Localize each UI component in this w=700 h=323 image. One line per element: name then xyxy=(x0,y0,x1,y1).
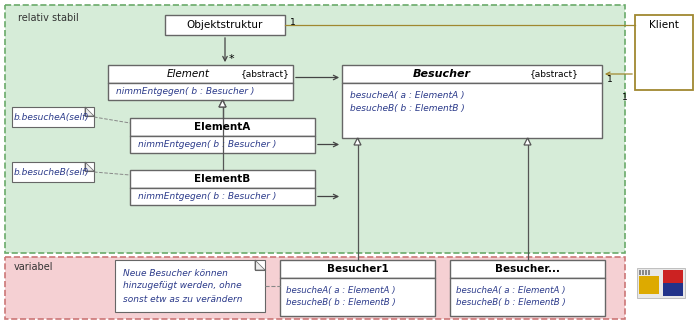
Text: besucheB( b : ElementB ): besucheB( b : ElementB ) xyxy=(286,297,395,307)
Bar xyxy=(130,188,315,205)
Bar xyxy=(12,162,94,182)
Bar xyxy=(645,270,647,275)
Text: relativ stabil: relativ stabil xyxy=(18,13,78,23)
Bar xyxy=(108,65,293,83)
Text: variabel: variabel xyxy=(14,262,53,272)
Bar xyxy=(342,65,602,83)
Text: ElementA: ElementA xyxy=(195,122,251,132)
Bar xyxy=(5,5,625,253)
Bar xyxy=(639,270,641,275)
Text: besucheB( b : ElementB ): besucheB( b : ElementB ) xyxy=(350,103,465,112)
Bar xyxy=(663,283,683,296)
Bar xyxy=(663,270,683,283)
Bar xyxy=(12,107,94,127)
Text: nimmEntgegen( b : Besucher ): nimmEntgegen( b : Besucher ) xyxy=(138,140,276,149)
Bar xyxy=(450,260,605,278)
Bar xyxy=(165,15,285,35)
Bar xyxy=(280,278,435,316)
Polygon shape xyxy=(85,107,94,116)
Text: Besucher...: Besucher... xyxy=(495,264,560,274)
Text: besucheA( a : ElementA ): besucheA( a : ElementA ) xyxy=(286,286,395,295)
Text: nimmEntgegen( b : Besucher ): nimmEntgegen( b : Besucher ) xyxy=(138,192,276,201)
Text: nimmEntgegen( b : Besucher ): nimmEntgegen( b : Besucher ) xyxy=(116,87,254,96)
Text: sonst etw as zu verändern: sonst etw as zu verändern xyxy=(123,295,242,304)
Polygon shape xyxy=(255,260,265,270)
Bar xyxy=(130,118,315,136)
Polygon shape xyxy=(85,162,94,171)
Text: besucheB( b : ElementB ): besucheB( b : ElementB ) xyxy=(456,297,566,307)
Text: 1: 1 xyxy=(622,92,628,101)
Bar xyxy=(280,260,435,278)
Bar xyxy=(342,83,602,138)
Text: 1: 1 xyxy=(607,75,612,84)
Text: {abstract}: {abstract} xyxy=(530,69,579,78)
Text: besucheA( a : ElementA ): besucheA( a : ElementA ) xyxy=(456,286,566,295)
Bar xyxy=(5,257,625,319)
Text: Element: Element xyxy=(167,69,209,79)
Polygon shape xyxy=(219,100,226,107)
Bar xyxy=(450,278,605,316)
Bar xyxy=(635,15,693,90)
Text: Klient: Klient xyxy=(649,20,679,30)
Polygon shape xyxy=(524,138,531,145)
Text: hinzugefügt werden, ohne: hinzugefügt werden, ohne xyxy=(123,282,241,290)
Text: Neue Besucher können: Neue Besucher können xyxy=(123,268,228,277)
Bar xyxy=(130,170,315,188)
Bar xyxy=(130,136,315,153)
Text: b.besucheA(self): b.besucheA(self) xyxy=(13,112,89,121)
Text: Objektstruktur: Objektstruktur xyxy=(187,20,263,30)
Bar xyxy=(115,260,265,312)
Bar xyxy=(648,270,650,275)
Text: b.besucheB(self): b.besucheB(self) xyxy=(13,168,89,176)
Text: *: * xyxy=(229,54,234,64)
Text: ElementB: ElementB xyxy=(195,174,251,184)
Text: 1: 1 xyxy=(290,17,295,26)
Polygon shape xyxy=(354,138,361,145)
Text: {abstract}: {abstract} xyxy=(241,69,290,78)
Bar xyxy=(642,270,644,275)
Text: Besucher: Besucher xyxy=(413,69,471,79)
Bar xyxy=(639,276,659,294)
Polygon shape xyxy=(219,100,226,107)
Bar xyxy=(108,83,293,100)
Bar xyxy=(637,268,685,298)
Text: Besucher1: Besucher1 xyxy=(327,264,389,274)
Text: besucheA( a : ElementA ): besucheA( a : ElementA ) xyxy=(350,90,465,99)
